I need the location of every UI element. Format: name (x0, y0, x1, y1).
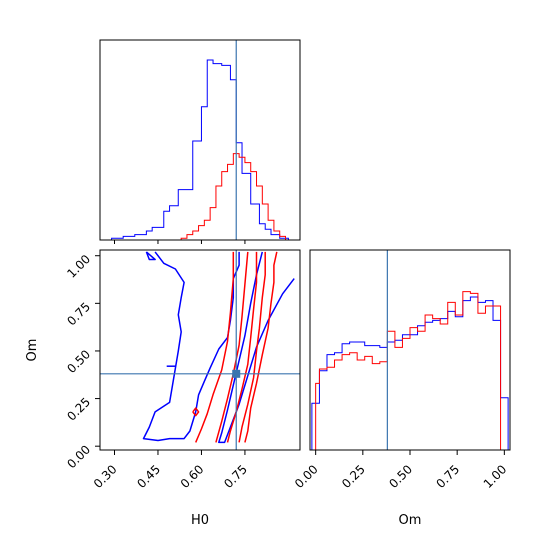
contour-ytick-label-2: 0.50 (64, 347, 93, 376)
om-y-axis-label: Om (25, 339, 40, 362)
om-hist-series-0 (311, 296, 509, 450)
h0-axis-label: H0 (191, 513, 209, 528)
om-xtick-label-3: 0.75 (433, 462, 462, 491)
contour-xtick-label-1: 0.45 (134, 462, 163, 491)
om-hist-marks (311, 250, 509, 450)
om-xtick-label-2: 0.50 (386, 462, 415, 491)
contour-series-1-level-2 (226, 251, 258, 443)
contour-series-1-level-0 (195, 251, 235, 443)
contour-marks (100, 250, 300, 450)
h0-hist-marks (100, 40, 289, 244)
contour-series-1-level-4 (244, 251, 278, 443)
h0-om-contour-panel: 0.30 0.45 0.60 0.75 0.00 0.25 0.50 0.75 1.00 (64, 249, 301, 491)
contour-ytick-label-1: 0.25 (64, 395, 93, 424)
om-hist-frame (309, 249, 511, 451)
contour-lines (100, 250, 300, 450)
contour-xtick-label-0: 0.30 (91, 462, 120, 491)
h0-hist-series-0 (100, 59, 289, 241)
contour-frame (99, 249, 301, 451)
om-xtick-label-4: 1.00 (481, 462, 510, 491)
contour-series-1-level-3 (238, 251, 266, 443)
om-hist-series-1 (315, 291, 502, 450)
contour-series-1-level-5 (192, 407, 200, 417)
contour-series-0-level-2 (145, 251, 156, 261)
om-xtick-label-1: 0.25 (339, 462, 368, 491)
contour-ytick-label-0: 0.00 (64, 442, 93, 471)
truth-marker (232, 369, 241, 378)
contour-xtick-label-3: 0.75 (221, 462, 250, 491)
om-marginal-panel: 0.00 0.25 0.50 0.75 1.00 (292, 249, 511, 491)
om-xtick-label-0: 0.00 (292, 462, 321, 491)
h0-marginal-panel (99, 39, 301, 244)
h0-hist-frame (99, 39, 301, 241)
contour-ytick-label-3: 0.75 (64, 300, 93, 329)
h0-hist-series-1 (180, 153, 287, 240)
contour-ticks: 0.30 0.45 0.60 0.75 0.00 0.25 0.50 0.75 1.00 (64, 252, 250, 491)
om-hist-ticks: 0.00 0.25 0.50 0.75 1.00 (292, 450, 509, 491)
contour-xtick-label-2: 0.60 (178, 462, 207, 491)
contour-ytick-label-4: 1.00 (64, 252, 93, 281)
om-axis-label: Om (399, 513, 422, 528)
contour-series-0-level-1 (218, 251, 295, 444)
